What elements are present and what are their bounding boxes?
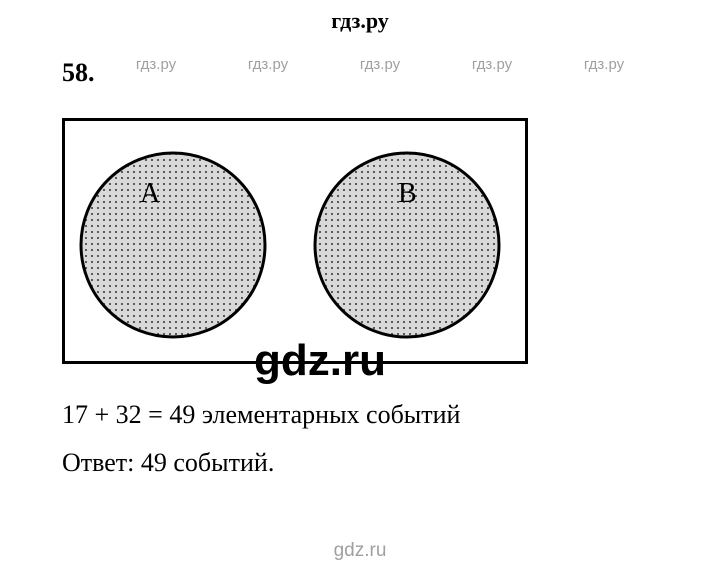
- site-header-text: гдз.ру: [331, 8, 389, 33]
- answer-line: Ответ: 49 событий.: [62, 448, 274, 478]
- watermark-item: гдз.ру: [584, 56, 624, 73]
- circle-a-label-text: A: [140, 178, 160, 209]
- circle-b-label-text: B: [398, 178, 417, 209]
- watermark-item: гдз.ру: [136, 56, 176, 73]
- circle-a-label: A: [140, 178, 160, 210]
- answer-text: Ответ: 49 событий.: [62, 448, 274, 477]
- footer-watermark-text: gdz.ru: [334, 540, 387, 561]
- big-watermark: gdz.ru: [190, 336, 450, 386]
- venn-diagram-svg: [65, 121, 525, 361]
- site-header: гдз.ру: [0, 8, 720, 34]
- watermark-item: гдз.ру: [472, 56, 512, 73]
- problem-number-text: 58.: [62, 58, 95, 87]
- equation-line: 17 + 32 = 49 элементарных событий: [62, 400, 460, 430]
- watermark-row: гдз.ру гдз.ру гдз.ру гдз.ру гдз.ру: [0, 56, 720, 73]
- watermark-item: гдз.ру: [360, 56, 400, 73]
- watermark-item: гдз.ру: [248, 56, 288, 73]
- big-watermark-text: gdz.ru: [254, 336, 386, 385]
- circle-b-label: B: [398, 178, 417, 210]
- venn-diagram-box: [62, 118, 528, 364]
- footer-watermark: gdz.ru: [0, 540, 720, 562]
- equation-text: 17 + 32 = 49 элементарных событий: [62, 400, 460, 429]
- problem-number: 58.: [62, 58, 95, 88]
